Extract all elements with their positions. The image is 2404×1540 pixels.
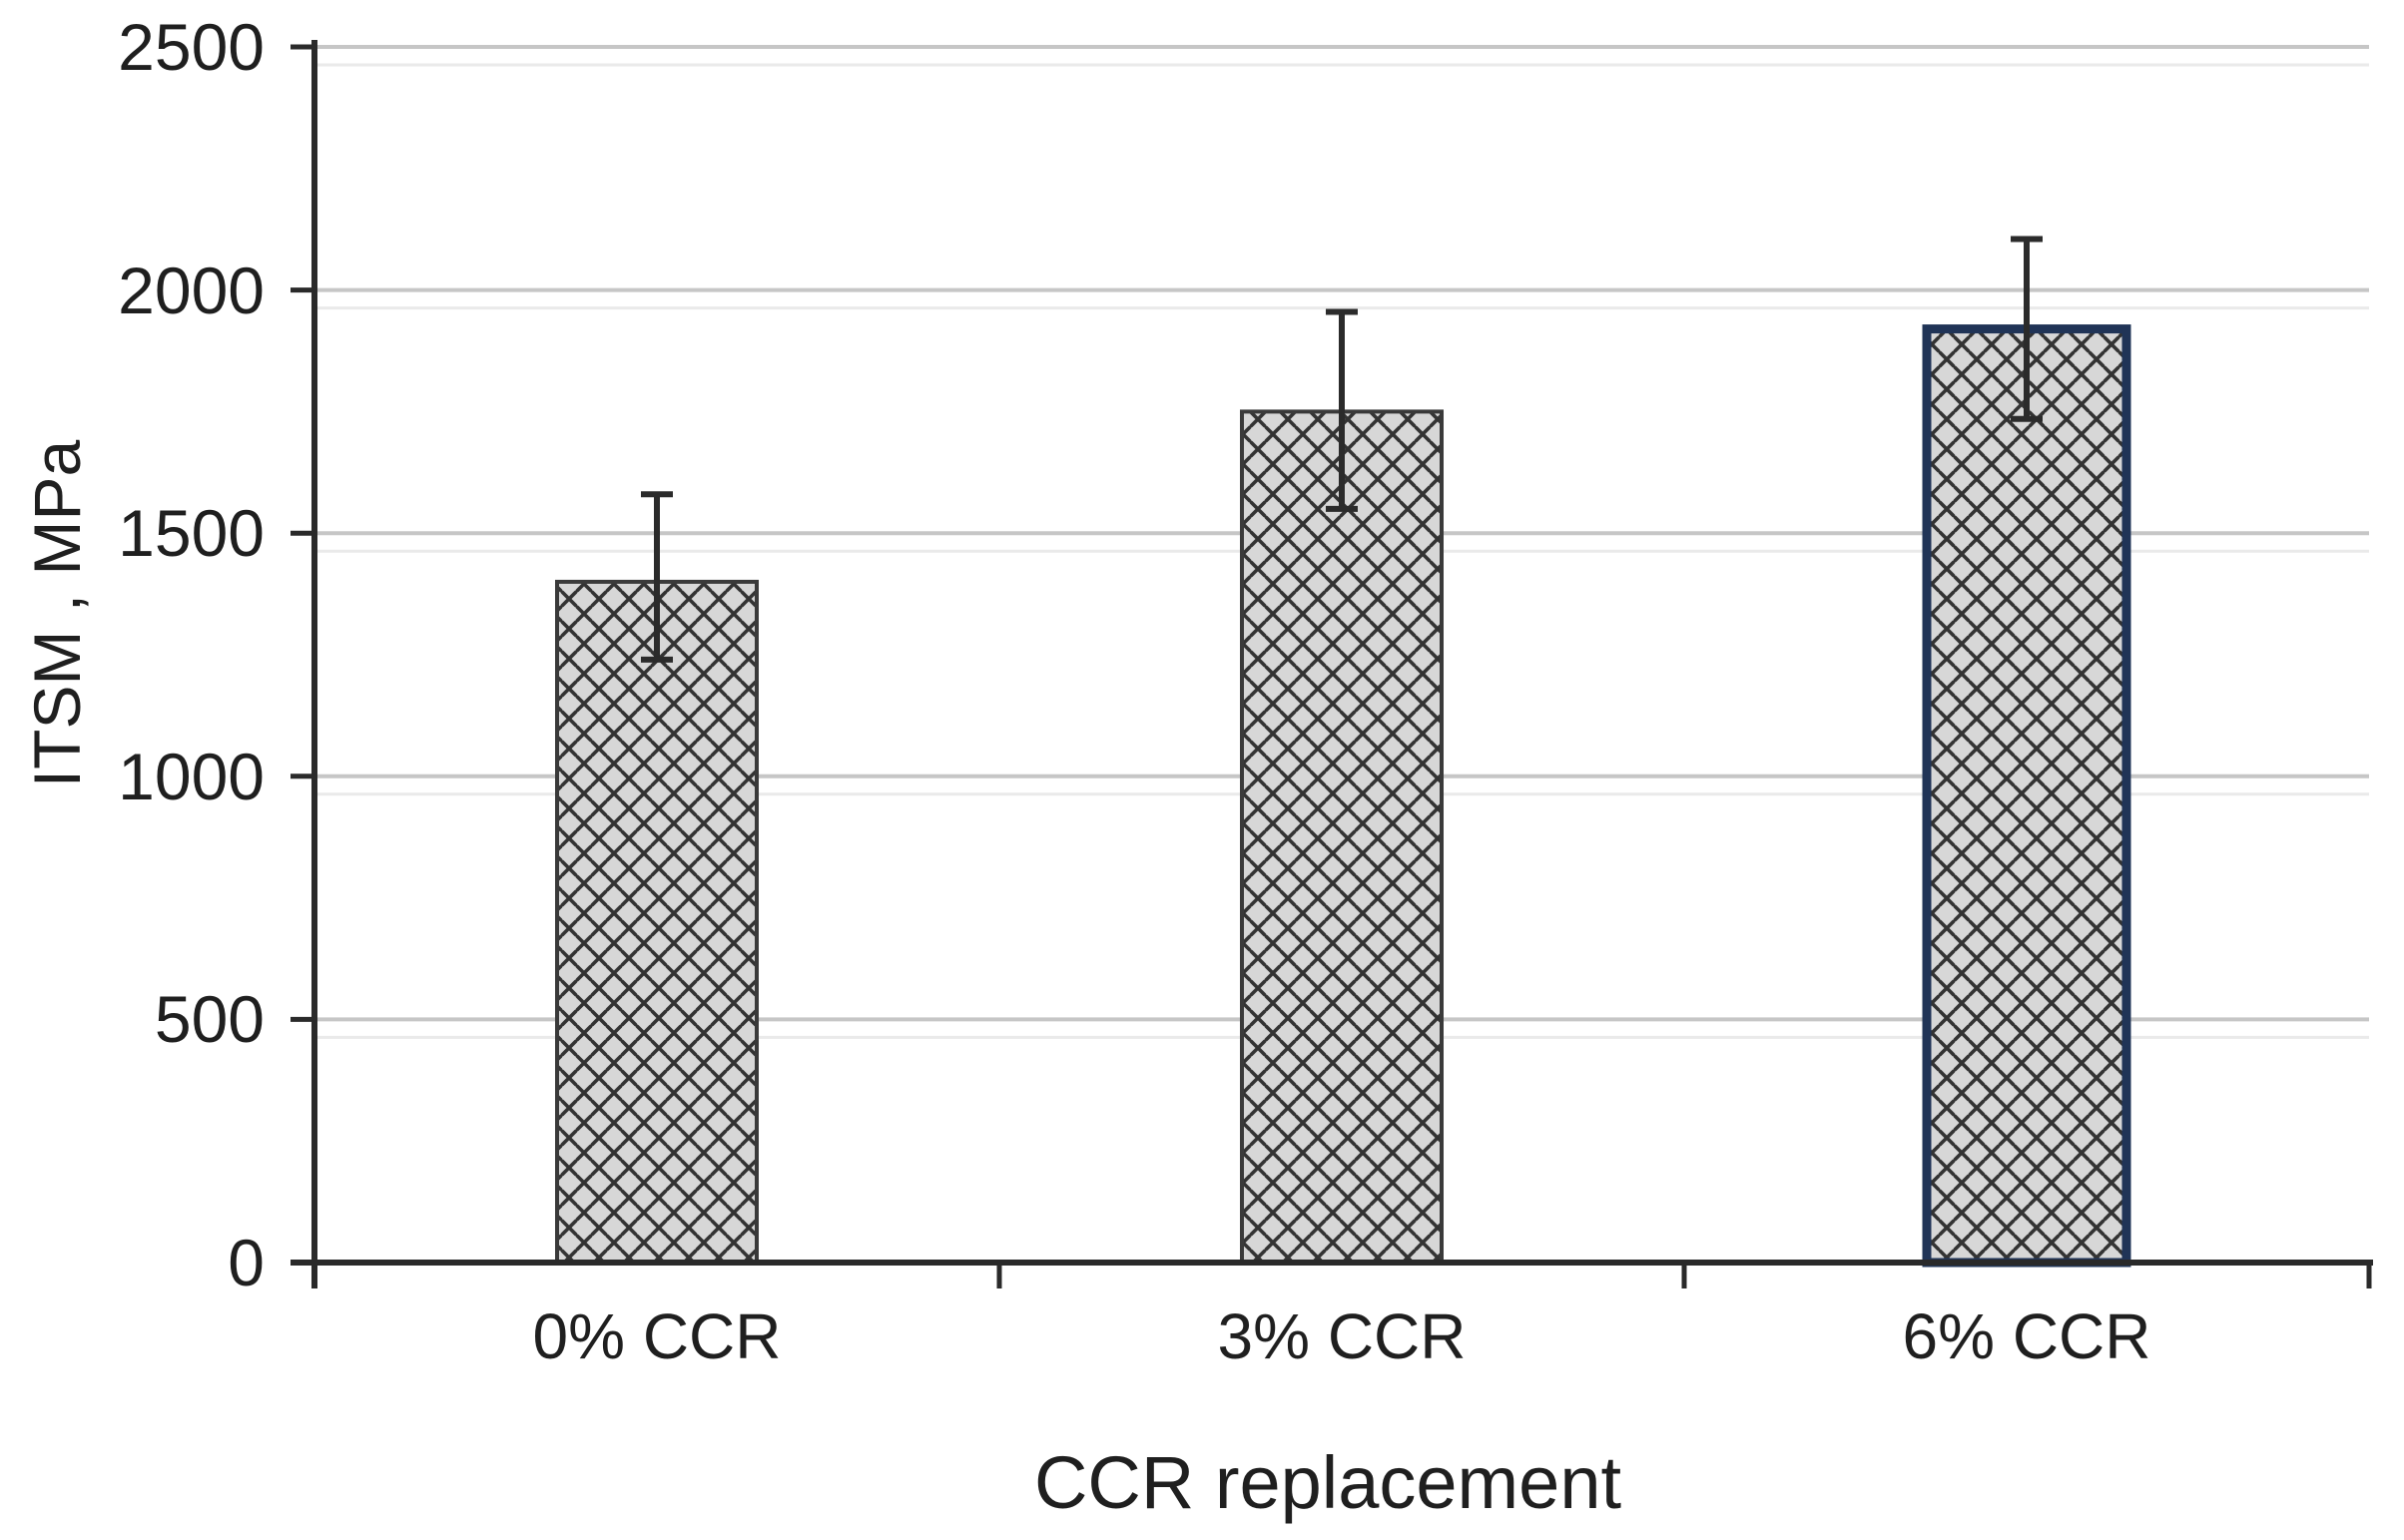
y-axis-title: ITSM , MPa xyxy=(20,439,94,788)
x-category-label-6pct-ccr: 6% CCR xyxy=(1902,1300,2151,1372)
y-tick-label-0: 0 xyxy=(228,1226,265,1299)
bar-3% CCR xyxy=(1240,409,1444,1265)
x-category-label-0pct-ccr: 0% CCR xyxy=(532,1300,782,1372)
error-bar-0% CCR xyxy=(641,491,673,663)
axes-group xyxy=(291,40,2373,1288)
bar-0% CCR xyxy=(555,579,759,1265)
y-tick-label-2500: 2500 xyxy=(118,10,265,84)
x-axis-title: CCR replacement xyxy=(1033,1441,1622,1524)
y-tick-label-2000: 2000 xyxy=(118,254,265,327)
error-bars-group xyxy=(641,236,2043,663)
error-bar-3% CCR xyxy=(1326,308,1358,512)
bar-6% CCR xyxy=(1922,324,2131,1268)
x-category-label-3pct-ccr: 3% CCR xyxy=(1217,1300,1467,1372)
y-tick-label-1500: 1500 xyxy=(118,496,265,570)
y-tick-label-1000: 1000 xyxy=(118,740,265,813)
y-tick-label-500: 500 xyxy=(154,982,265,1056)
error-bar-6% CCR xyxy=(2011,236,2043,422)
